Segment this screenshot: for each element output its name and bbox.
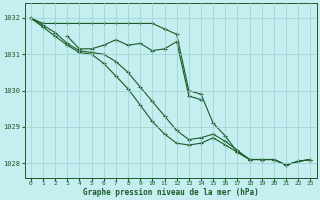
X-axis label: Graphe pression niveau de la mer (hPa): Graphe pression niveau de la mer (hPa)	[83, 188, 259, 197]
